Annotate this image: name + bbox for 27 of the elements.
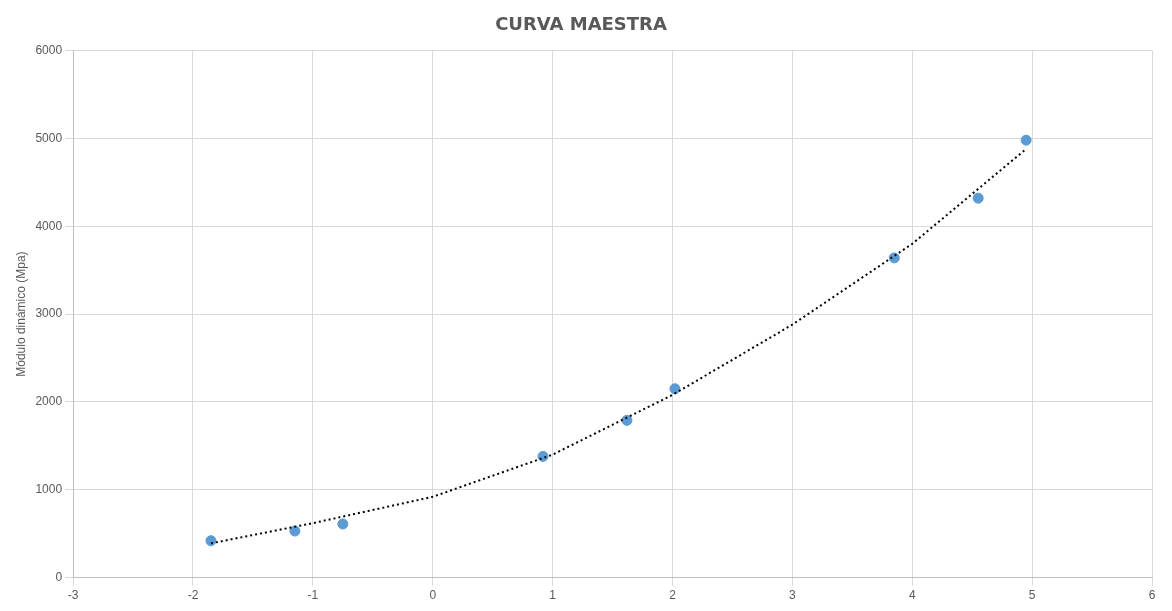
x-tick-label: 1: [549, 588, 557, 603]
x-tick-label: -3: [67, 588, 79, 603]
x-tick-label: 4: [908, 588, 916, 603]
y-tick-label: 5000: [35, 130, 63, 145]
x-tick-label: 2: [669, 588, 677, 603]
y-tick-label: 3000: [35, 306, 63, 321]
y-tick-label: 1000: [35, 482, 63, 497]
point: [972, 192, 984, 204]
y-tick-label: 2000: [35, 394, 63, 409]
y-axis-title: Módulo dinámico (Mpa): [13, 251, 28, 377]
x-tick-label: 6: [1148, 588, 1156, 603]
point: [1020, 134, 1032, 146]
point: [289, 525, 301, 537]
x-tick-label: -1: [307, 588, 319, 603]
point: [205, 535, 217, 547]
x-tick-label: 0: [429, 588, 437, 603]
point: [669, 383, 681, 395]
y-tick-label: 4000: [35, 218, 63, 233]
point: [337, 518, 349, 530]
x-tick-label: 3: [789, 588, 797, 603]
point: [888, 252, 900, 264]
y-tick-label: 0: [55, 569, 63, 584]
point: [621, 414, 633, 426]
x-tick-label: 5: [1028, 588, 1036, 603]
y-tick-label: 6000: [35, 42, 63, 57]
chart-title: CURVA MAESTRA: [495, 13, 667, 35]
x-tick-label: -2: [187, 588, 199, 603]
